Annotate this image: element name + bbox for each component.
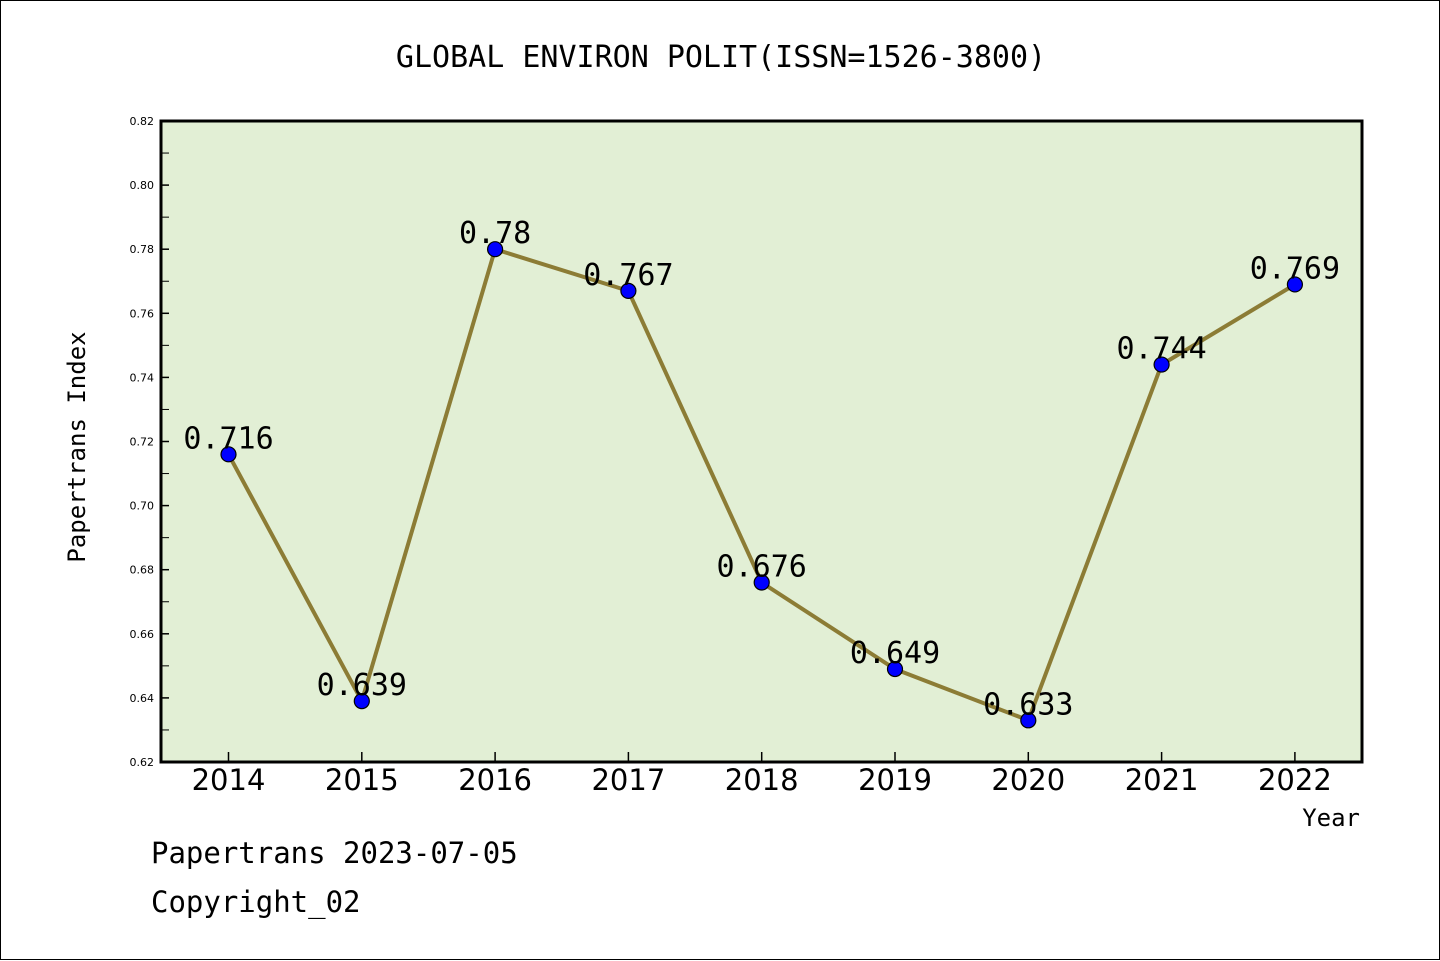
data-label: 0.769	[1250, 251, 1340, 286]
footer-date: Papertrans 2023-07-05	[151, 836, 518, 870]
x-tick-label: 2022	[1258, 763, 1332, 797]
data-label: 0.633	[983, 687, 1073, 722]
y-tick-label: 0.66	[130, 628, 155, 641]
x-tick-label: 2020	[991, 763, 1065, 797]
x-tick-label: 2019	[858, 763, 932, 797]
y-tick-label: 0.72	[130, 436, 155, 449]
x-tick-label: 2017	[591, 763, 665, 797]
data-point	[1286, 276, 1304, 293]
plot-area	[159, 119, 1364, 764]
y-tick-label: 0.74	[130, 371, 155, 384]
x-axis: 2014 2015 2016 2017 2018 2019 2020 2021 2022	[192, 752, 1332, 797]
data-point	[220, 446, 237, 463]
y-tick-label: 0.62	[130, 756, 155, 769]
data-label: 0.78	[459, 216, 531, 251]
y-tick-label: 0.78	[130, 243, 155, 256]
data-label: 0.716	[183, 421, 273, 456]
data-label: 0.649	[850, 636, 940, 671]
data-point	[753, 574, 770, 591]
x-tick-label: 2021	[1125, 763, 1199, 797]
data-markers	[220, 241, 1304, 729]
x-tick-label: 2016	[458, 763, 532, 797]
data-point	[620, 282, 637, 299]
y-tick-label: 0.80	[130, 179, 155, 192]
x-tick-label: 2014	[192, 763, 266, 797]
data-labels: 0.716 0.639 0.78 0.767 0.676 0.649 0.633 0.744 0…	[183, 216, 1340, 722]
x-tick-label: 2018	[725, 763, 799, 797]
chart-title: GLOBAL ENVIRON POLIT(ISSN=1526-3800)	[396, 40, 1046, 75]
y-tick-label: 0.68	[130, 564, 155, 577]
data-point	[353, 693, 370, 710]
y-tick-label: 0.70	[130, 500, 155, 513]
data-label: 0.676	[717, 550, 807, 585]
data-point	[1020, 712, 1037, 729]
x-axis-label: Year	[1302, 804, 1360, 832]
data-label: 0.744	[1116, 332, 1206, 367]
x-tick-label: 2015	[325, 763, 399, 797]
data-label: 0.639	[317, 668, 407, 703]
data-point	[886, 660, 904, 678]
y-tick-label: 0.64	[130, 692, 155, 705]
data-point	[1153, 356, 1170, 373]
y-tick-label: 0.82	[130, 115, 155, 128]
y-axis: 0.62 0.64 0.66 0.68 0.70 0.72 0.74 0.76 0.78 0.80…	[130, 115, 169, 769]
data-label: 0.767	[583, 258, 673, 293]
y-tick-label: 0.76	[130, 307, 155, 320]
data-point	[487, 241, 504, 258]
footer-copyright: Copyright_02	[151, 885, 361, 919]
y-axis-label: Papertrans Index	[63, 331, 91, 562]
